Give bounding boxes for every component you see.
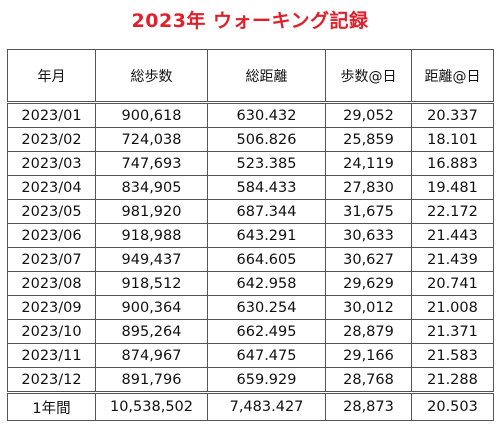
month-cell: 2023/10 bbox=[7, 319, 96, 344]
total-distance-cell: 662.495 bbox=[207, 319, 326, 344]
table-row: 2023/11 874,967 647.475 29,166 21.583 bbox=[7, 343, 494, 368]
total-steps-cell: 900,618 bbox=[95, 101, 208, 128]
total-steps-cell: 981,920 bbox=[95, 199, 208, 224]
month-cell: 2023/05 bbox=[7, 199, 96, 224]
month-cell: 2023/06 bbox=[7, 223, 96, 248]
total-steps-cell: 918,512 bbox=[95, 271, 208, 296]
steps-per-day-cell: 29,052 bbox=[325, 101, 412, 128]
distance-per-day-cell: 21.439 bbox=[411, 247, 494, 272]
total-distance-cell: 659.929 bbox=[207, 367, 326, 393]
month-cell: 2023/11 bbox=[7, 343, 96, 368]
total-distance: 7,483.427 bbox=[207, 391, 326, 421]
header-steps-per-day: 歩数@日 bbox=[325, 49, 412, 103]
total-steps-cell: 891,796 bbox=[95, 367, 208, 393]
month-cell: 2023/01 bbox=[7, 101, 96, 128]
total-steps-per-day: 28,873 bbox=[325, 391, 412, 421]
header-distance-per-day: 距離@日 bbox=[411, 49, 494, 103]
distance-per-day-cell: 18.101 bbox=[411, 127, 494, 152]
total-distance-per-day: 20.503 bbox=[411, 391, 494, 421]
page-title: 2023年 ウォーキング記録 bbox=[131, 10, 369, 32]
steps-per-day-cell: 29,629 bbox=[325, 271, 412, 296]
month-cell: 2023/07 bbox=[7, 247, 96, 272]
total-distance-cell: 643.291 bbox=[207, 223, 326, 248]
steps-per-day-cell: 30,627 bbox=[325, 247, 412, 272]
table-row: 2023/09 900,364 630.254 30,012 21.008 bbox=[7, 295, 494, 320]
total-steps-cell: 918,988 bbox=[95, 223, 208, 248]
table-row: 2023/07 949,437 664.605 30,627 21.439 bbox=[7, 247, 494, 272]
distance-per-day-cell: 21.583 bbox=[411, 343, 494, 368]
table-row: 2023/12 891,796 659.929 28,768 21.288 bbox=[7, 367, 494, 393]
header-total-distance: 総距離 bbox=[207, 49, 326, 103]
steps-per-day-cell: 31,675 bbox=[325, 199, 412, 224]
month-cell: 2023/04 bbox=[7, 175, 96, 200]
total-steps-cell: 895,264 bbox=[95, 319, 208, 344]
total-steps-cell: 874,967 bbox=[95, 343, 208, 368]
month-cell: 2023/09 bbox=[7, 295, 96, 320]
table-row: 2023/02 724,038 506.826 25,859 18.101 bbox=[7, 127, 494, 152]
steps-per-day-cell: 28,768 bbox=[325, 367, 412, 393]
total-distance-cell: 523.385 bbox=[207, 151, 326, 176]
distance-per-day-cell: 20.741 bbox=[411, 271, 494, 296]
month-cell: 2023/08 bbox=[7, 271, 96, 296]
total-steps-cell: 724,038 bbox=[95, 127, 208, 152]
distance-per-day-cell: 21.288 bbox=[411, 367, 494, 393]
steps-per-day-cell: 24,119 bbox=[325, 151, 412, 176]
total-steps-cell: 900,364 bbox=[95, 295, 208, 320]
distance-per-day-cell: 21.443 bbox=[411, 223, 494, 248]
total-distance-cell: 642.958 bbox=[207, 271, 326, 296]
month-cell: 2023/12 bbox=[7, 367, 96, 393]
month-cell: 2023/03 bbox=[7, 151, 96, 176]
distance-per-day-cell: 21.371 bbox=[411, 319, 494, 344]
total-distance-cell: 647.475 bbox=[207, 343, 326, 368]
total-distance-cell: 584.433 bbox=[207, 175, 326, 200]
steps-per-day-cell: 27,830 bbox=[325, 175, 412, 200]
distance-per-day-cell: 19.481 bbox=[411, 175, 494, 200]
walking-record-table: 年月 総歩数 総距離 歩数@日 距離@日 2023/01 900,618 630.4… bbox=[7, 49, 494, 421]
table-row: 2023/05 981,920 687.344 31,675 22.172 bbox=[7, 199, 494, 224]
distance-per-day-cell: 20.337 bbox=[411, 101, 494, 128]
total-label: 1年間 bbox=[7, 391, 96, 421]
table-row: 2023/06 918,988 643.291 30,633 21.443 bbox=[7, 223, 494, 248]
total-distance-cell: 630.254 bbox=[207, 295, 326, 320]
total-steps-cell: 949,437 bbox=[95, 247, 208, 272]
steps-per-day-cell: 28,879 bbox=[325, 319, 412, 344]
steps-per-day-cell: 30,012 bbox=[325, 295, 412, 320]
header-total-steps: 総歩数 bbox=[95, 49, 208, 103]
steps-per-day-cell: 30,633 bbox=[325, 223, 412, 248]
header-month: 年月 bbox=[7, 49, 96, 103]
table-row: 2023/04 834,905 584.433 27,830 19.481 bbox=[7, 175, 494, 200]
total-distance-cell: 506.826 bbox=[207, 127, 326, 152]
total-row: 1年間 10,538,502 7,483.427 28,873 20.503 bbox=[7, 391, 494, 421]
table-row: 2023/10 895,264 662.495 28,879 21.371 bbox=[7, 319, 494, 344]
table-row: 2023/03 747,693 523.385 24,119 16.883 bbox=[7, 151, 494, 176]
table-row: 2023/08 918,512 642.958 29,629 20.741 bbox=[7, 271, 494, 296]
total-distance-cell: 630.432 bbox=[207, 101, 326, 128]
total-distance-cell: 687.344 bbox=[207, 199, 326, 224]
total-steps-cell: 834,905 bbox=[95, 175, 208, 200]
header-row: 年月 総歩数 総距離 歩数@日 距離@日 bbox=[7, 49, 494, 103]
distance-per-day-cell: 21.008 bbox=[411, 295, 494, 320]
distance-per-day-cell: 22.172 bbox=[411, 199, 494, 224]
month-cell: 2023/02 bbox=[7, 127, 96, 152]
total-distance-cell: 664.605 bbox=[207, 247, 326, 272]
table-row: 2023/01 900,618 630.432 29,052 20.337 bbox=[7, 101, 494, 128]
distance-per-day-cell: 16.883 bbox=[411, 151, 494, 176]
steps-per-day-cell: 29,166 bbox=[325, 343, 412, 368]
steps-per-day-cell: 25,859 bbox=[325, 127, 412, 152]
total-steps: 10,538,502 bbox=[95, 391, 208, 421]
total-steps-cell: 747,693 bbox=[95, 151, 208, 176]
